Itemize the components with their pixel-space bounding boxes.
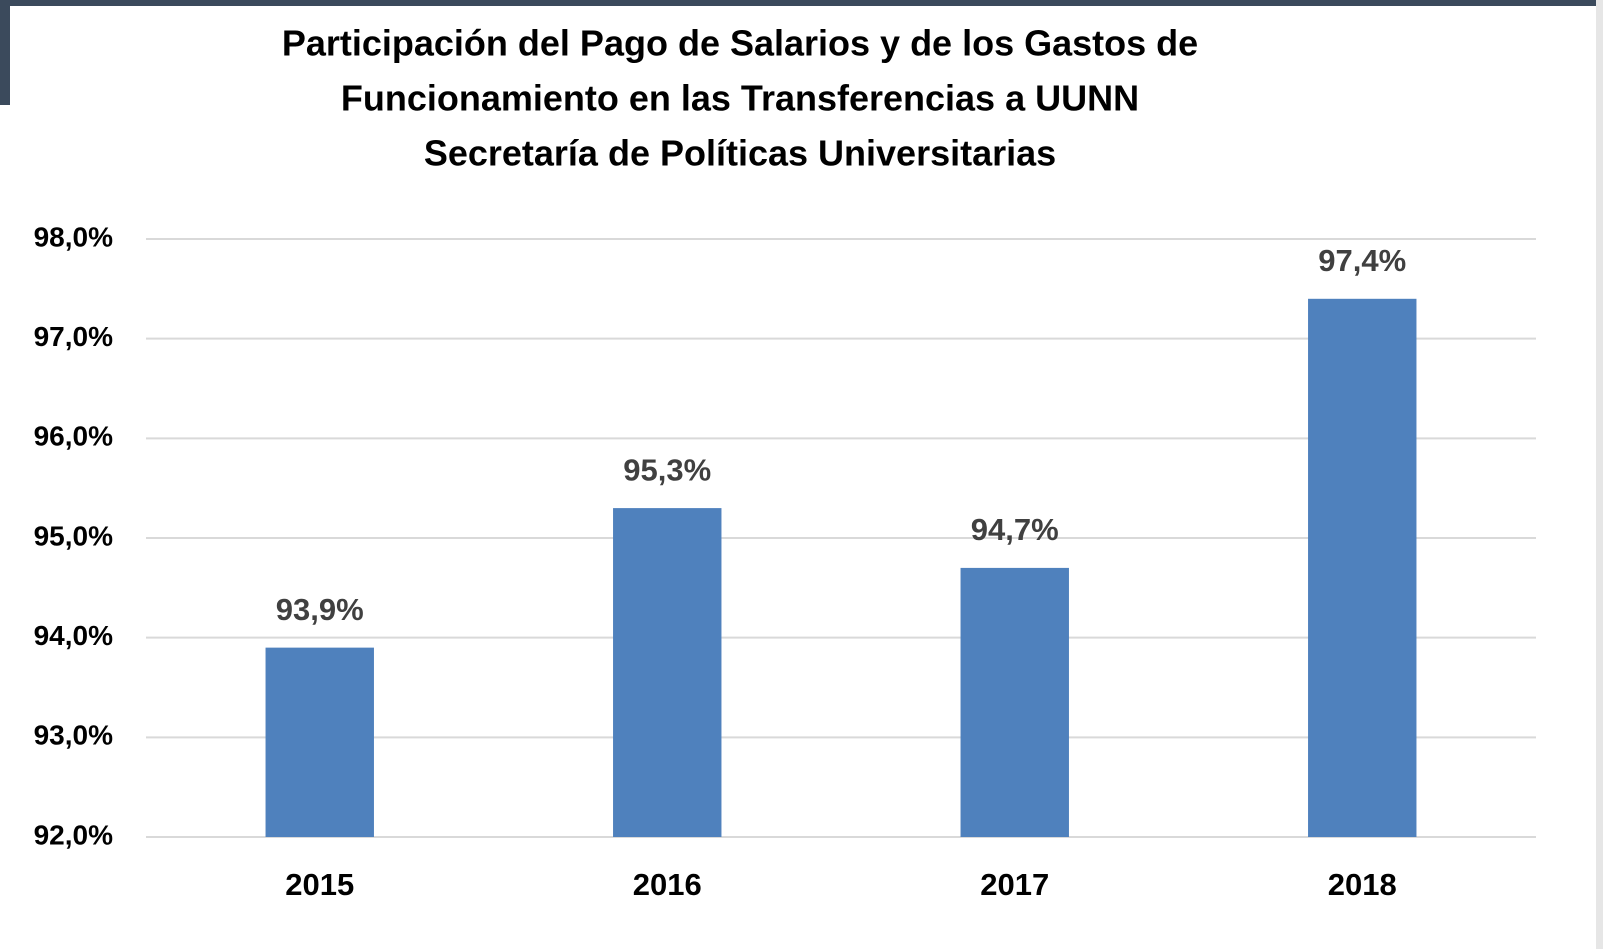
chart-title: Funcionamiento en las Transferencias a U…	[341, 78, 1139, 119]
data-label: 94,7%	[971, 512, 1059, 547]
bar	[1308, 298, 1417, 837]
bar	[265, 647, 374, 837]
y-tick-label: 97,0%	[34, 321, 113, 352]
left-border	[0, 0, 10, 105]
y-tick-label: 96,0%	[34, 421, 113, 452]
bar	[613, 508, 722, 837]
y-tick-label: 92,0%	[34, 819, 113, 850]
data-label: 93,9%	[276, 592, 364, 627]
chart-title: Secretaría de Políticas Universitarias	[424, 133, 1056, 174]
x-tick-label: 2015	[285, 867, 354, 902]
x-tick-label: 2017	[980, 867, 1049, 902]
x-tick-label: 2018	[1328, 867, 1397, 902]
data-label: 95,3%	[623, 452, 711, 487]
right-border	[1596, 0, 1603, 949]
chart-title: Participación del Pago de Salarios y de …	[282, 23, 1198, 64]
x-tick-label: 2016	[633, 867, 702, 902]
y-tick-label: 93,0%	[34, 720, 113, 751]
data-label: 97,4%	[1318, 243, 1406, 278]
y-tick-label: 95,0%	[34, 520, 113, 551]
y-tick-label: 94,0%	[34, 620, 113, 651]
y-tick-label: 98,0%	[34, 221, 113, 252]
bar	[960, 567, 1069, 837]
top-border	[0, 0, 1603, 6]
